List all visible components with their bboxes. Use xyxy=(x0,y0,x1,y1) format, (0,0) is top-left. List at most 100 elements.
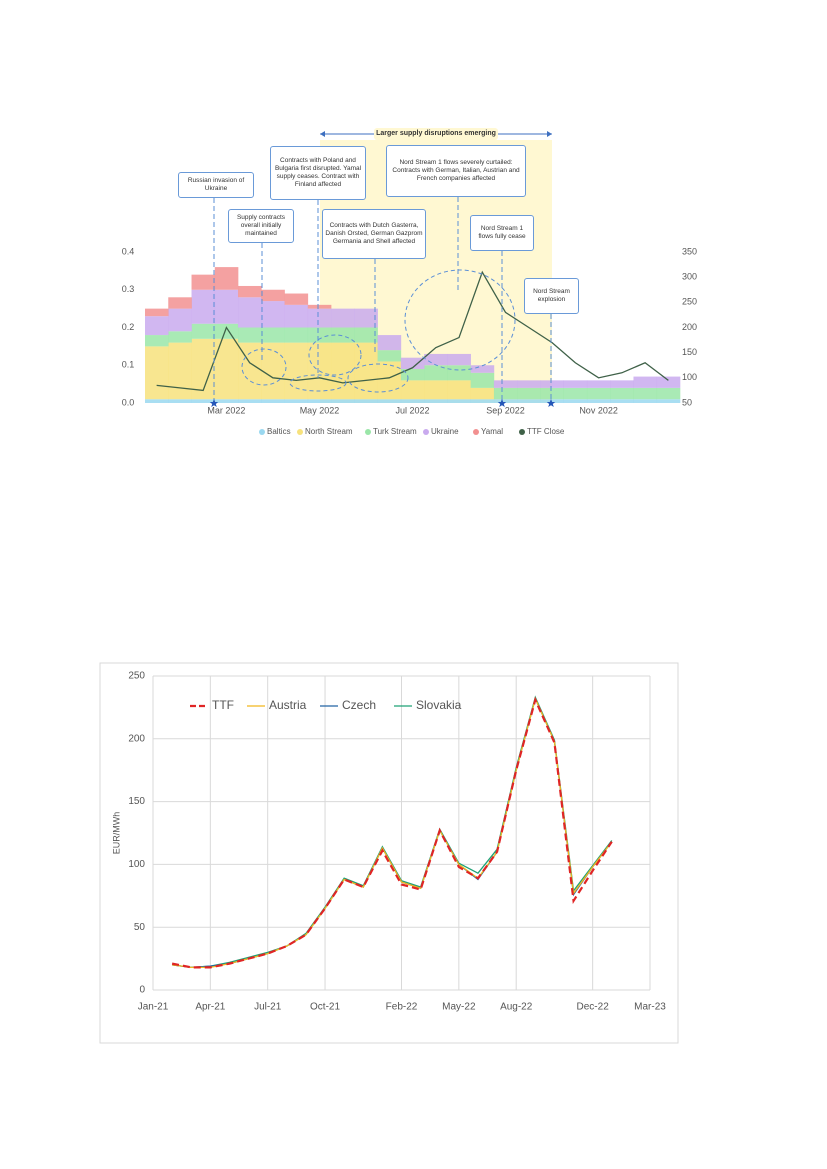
annotation-star xyxy=(209,399,219,407)
highlight-ellipse xyxy=(347,363,409,393)
area-segment xyxy=(563,387,588,400)
annotation-box: Contracts with Dutch Gasterra, Danish Or… xyxy=(322,209,426,259)
area-segment xyxy=(610,399,634,403)
legend-label: Yamal xyxy=(481,427,503,436)
area-segment xyxy=(214,323,239,339)
legend-label: TTF xyxy=(212,698,234,712)
annotation-text: Nord Stream 1 flows fully cease xyxy=(470,215,534,251)
x-tick-label: Nov 2022 xyxy=(579,405,618,415)
x-tick-label: May-22 xyxy=(442,1002,476,1013)
y2-tick-label: 50 xyxy=(682,397,692,407)
area-segment xyxy=(586,387,611,400)
area-segment xyxy=(633,399,658,403)
area-segment xyxy=(470,399,495,403)
area-segment xyxy=(168,297,192,309)
legend-label: Baltics xyxy=(267,427,291,436)
area-segment xyxy=(191,399,216,403)
annotation-text: Nord Stream explosion xyxy=(524,278,579,314)
area-segment xyxy=(447,380,471,400)
area-segment xyxy=(377,350,402,362)
area-segment xyxy=(261,342,285,400)
highlight-ellipse xyxy=(289,374,347,392)
x-tick-label: Apr-21 xyxy=(195,1002,225,1013)
area-segment xyxy=(377,361,402,400)
area-segment xyxy=(191,338,216,400)
x-tick-label: Sep 2022 xyxy=(486,405,525,415)
x-tick-label: Dec-22 xyxy=(577,1002,610,1013)
area-segment xyxy=(517,399,541,403)
annotation-text: Russian invasion of Ukraine xyxy=(178,172,254,198)
legend-label: TTF Close xyxy=(527,427,565,436)
legend-label: Ukraine xyxy=(431,427,459,436)
y-tick-label: 100 xyxy=(128,859,145,870)
y2-tick-label: 200 xyxy=(682,322,697,332)
area-segment xyxy=(284,327,309,343)
area-segment xyxy=(307,304,332,309)
annotation-box: Russian invasion of Ukraine xyxy=(178,172,254,198)
area-segment xyxy=(633,376,658,388)
area-segment xyxy=(331,327,355,343)
x-tick-label: Oct-21 xyxy=(310,1002,340,1013)
area-segment xyxy=(377,399,402,403)
highlight-ellipse xyxy=(308,334,362,376)
annotation-box: Nord Stream 1 flows severely curtailed: … xyxy=(386,145,526,197)
legend-marker xyxy=(423,429,429,435)
y-tick-label: 0.1 xyxy=(122,360,135,370)
x-tick-label: Jul-21 xyxy=(254,1002,282,1013)
x-tick-label: Jan-21 xyxy=(138,1002,169,1013)
area-segment xyxy=(307,399,332,403)
area-segment xyxy=(284,293,309,305)
area-segment xyxy=(261,289,285,302)
legend-marker xyxy=(297,429,303,435)
y2-tick-label: 300 xyxy=(682,272,697,282)
area-segment xyxy=(145,316,169,336)
area-segment xyxy=(145,308,169,317)
area-segment xyxy=(284,342,309,400)
area-segment xyxy=(656,399,681,403)
annotation-box: Larger supply disruptions emerging xyxy=(374,128,498,140)
area-segment xyxy=(400,369,425,381)
area-segment xyxy=(540,380,564,388)
y-tick-label: 250 xyxy=(128,671,145,682)
area-segment xyxy=(447,365,471,381)
chart-frame xyxy=(99,662,679,1044)
legend-marker xyxy=(365,429,371,435)
annotation-box: Nord Stream 1 flows fully cease xyxy=(470,215,534,251)
area-segment xyxy=(191,323,216,339)
area-segment xyxy=(168,331,192,343)
area-segment xyxy=(563,380,588,388)
area-segment xyxy=(377,335,402,351)
area-segment xyxy=(586,399,611,403)
area-segment xyxy=(331,399,355,403)
x-tick-label: Feb-22 xyxy=(386,1002,418,1013)
area-segment xyxy=(331,342,355,400)
legend-label: Slovakia xyxy=(416,698,462,712)
area-segment xyxy=(493,380,518,388)
legend-marker xyxy=(259,429,265,435)
area-segment xyxy=(447,399,471,403)
x-tick-label: Mar 2022 xyxy=(207,405,245,415)
legend-label: Austria xyxy=(269,698,307,712)
annotation-box: Supply contracts overall initially maint… xyxy=(228,209,294,243)
y-tick-label: 0 xyxy=(139,985,145,996)
series-line xyxy=(171,696,613,969)
area-segment xyxy=(610,380,634,388)
area-segment xyxy=(563,399,588,403)
annotation-text: Contracts with Dutch Gasterra, Danish Or… xyxy=(322,209,426,259)
area-segment xyxy=(238,297,262,328)
x-tick-label: Jul 2022 xyxy=(395,405,429,415)
area-segment xyxy=(238,285,262,298)
area-segment xyxy=(517,380,541,388)
y-tick-label: 0.3 xyxy=(122,284,135,294)
area-segment xyxy=(168,342,192,400)
area-segment xyxy=(354,327,378,343)
annotation-box: Nord Stream explosion xyxy=(524,278,579,314)
y2-tick-label: 250 xyxy=(682,297,697,307)
y-axis-label: EUR/MWh xyxy=(111,812,121,855)
area-segment xyxy=(145,399,169,403)
area-segment xyxy=(400,380,425,400)
x-tick-label: Mar-23 xyxy=(634,1002,666,1013)
area-segment xyxy=(493,399,518,403)
